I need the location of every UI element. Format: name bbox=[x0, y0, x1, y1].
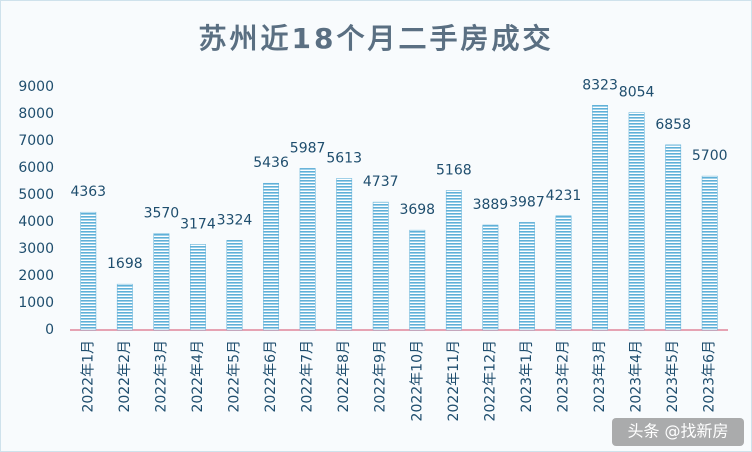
x-tick-label: 2022年10月 bbox=[409, 340, 425, 421]
x-tick-label: 2022年12月 bbox=[482, 340, 498, 421]
bar bbox=[482, 224, 499, 331]
bar bbox=[445, 190, 462, 331]
y-tick-label: 5000 bbox=[18, 187, 54, 203]
x-tick-label: 2023年5月 bbox=[665, 340, 681, 413]
y-tick-label: 1000 bbox=[18, 295, 54, 311]
x-tick-label: 2022年1月 bbox=[80, 340, 96, 413]
y-tick-label: 8000 bbox=[18, 106, 54, 122]
bar bbox=[628, 112, 645, 331]
y-tick-label: 9000 bbox=[18, 79, 54, 95]
bar bbox=[153, 233, 170, 331]
x-tick-label: 2023年3月 bbox=[592, 340, 608, 413]
y-tick-label: 7000 bbox=[18, 133, 54, 149]
value-label: 8054 bbox=[619, 85, 655, 101]
x-tick-label: 2022年6月 bbox=[263, 340, 279, 413]
y-tick-label: 0 bbox=[45, 322, 54, 338]
x-tick-label: 2022年3月 bbox=[153, 340, 169, 413]
x-tick-label: 2023年1月 bbox=[519, 340, 535, 413]
bar bbox=[80, 211, 97, 331]
x-tick-label: 2022年2月 bbox=[117, 340, 133, 413]
x-tick-label: 2023年2月 bbox=[556, 340, 572, 413]
value-label: 8323 bbox=[582, 77, 618, 93]
x-tick-label: 2023年6月 bbox=[702, 340, 718, 413]
bar bbox=[116, 283, 133, 331]
bar bbox=[299, 168, 316, 331]
bar bbox=[336, 178, 353, 331]
y-tick-label: 4000 bbox=[18, 214, 54, 230]
x-tick-label: 2022年4月 bbox=[190, 340, 206, 413]
bar bbox=[372, 201, 389, 331]
value-label: 4231 bbox=[546, 188, 582, 204]
value-label: 3889 bbox=[473, 197, 509, 213]
value-label: 3698 bbox=[399, 202, 435, 218]
value-label: 4737 bbox=[363, 174, 399, 190]
value-label: 1698 bbox=[107, 256, 143, 272]
watermark-box bbox=[612, 418, 744, 446]
x-tick-label: 2022年9月 bbox=[373, 340, 389, 413]
value-label: 5436 bbox=[253, 155, 289, 171]
bar bbox=[592, 105, 608, 331]
value-label: 5700 bbox=[692, 148, 728, 164]
bar bbox=[555, 215, 572, 331]
watermark: 头条 @找新房 bbox=[627, 422, 728, 441]
value-label: 5987 bbox=[290, 140, 326, 156]
y-tick-label: 2000 bbox=[18, 268, 54, 284]
value-label: 4363 bbox=[70, 184, 106, 200]
value-label: 3174 bbox=[180, 216, 216, 232]
bar bbox=[409, 229, 426, 331]
x-tick-label: 2022年5月 bbox=[227, 340, 243, 413]
value-label: 5613 bbox=[326, 150, 362, 166]
value-label: 3324 bbox=[217, 212, 253, 228]
x-tick-label: 2022年11月 bbox=[446, 340, 462, 421]
bar bbox=[226, 240, 243, 331]
bar bbox=[701, 175, 718, 331]
chart-title: 苏州近18个月二手房成交 bbox=[199, 22, 554, 55]
value-label: 3987 bbox=[509, 194, 545, 210]
bar bbox=[190, 244, 206, 331]
bar bbox=[519, 222, 535, 331]
value-label: 6858 bbox=[655, 117, 691, 133]
value-label: 3570 bbox=[144, 206, 180, 222]
bar bbox=[263, 182, 279, 331]
bar bbox=[665, 144, 682, 331]
y-tick-label: 6000 bbox=[18, 160, 54, 176]
x-tick-label: 2022年7月 bbox=[300, 340, 316, 413]
x-tick-label: 2023年4月 bbox=[629, 340, 645, 413]
x-tick-label: 2022年8月 bbox=[336, 340, 352, 413]
y-tick-label: 3000 bbox=[18, 241, 54, 257]
value-label: 5168 bbox=[436, 162, 472, 178]
